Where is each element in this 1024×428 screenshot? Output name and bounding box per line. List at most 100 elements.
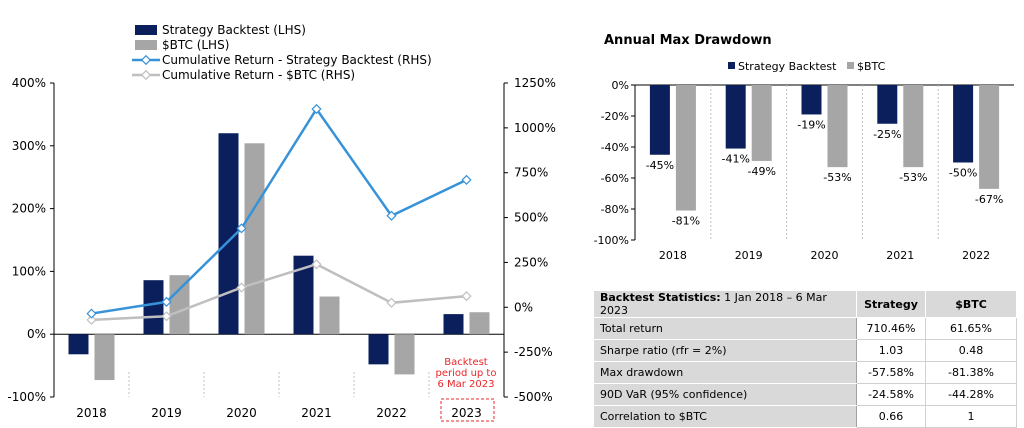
data-label: -49% [747, 165, 775, 178]
table-row: Max drawdown -57.58% -81.38% [593, 361, 1017, 384]
data-label: -81% [672, 215, 700, 228]
legend-marker [140, 54, 152, 66]
strategy-bar [68, 334, 89, 355]
right-tick-label: 1000% [514, 121, 556, 135]
line-marker [161, 311, 172, 322]
left-tick-label: 0% [27, 327, 46, 341]
btc-drawdown-bar [827, 85, 848, 168]
drawdown-chart: Annual Max Drawdown Strategy Backtest $BT… [594, 33, 1014, 262]
legend-swatch [135, 40, 157, 50]
btc-bar [394, 334, 415, 375]
right-tick-label: 750% [514, 166, 548, 180]
legend-marker [140, 69, 152, 81]
line-marker [161, 296, 172, 307]
line-marker [86, 314, 97, 325]
right-tick-label: 250% [514, 255, 548, 269]
annotation-line-2: period up to [436, 368, 497, 379]
x-tick-label: 2018 [76, 406, 107, 420]
left-tick-label: 400% [12, 76, 46, 90]
btc-value: 0.48 [925, 339, 1017, 362]
legend-label: $BTC [857, 60, 886, 73]
data-label: -53% [899, 171, 927, 184]
stats-header-label: Backtest Statistics: 1 Jan 2018 – 6 Mar … [593, 290, 857, 318]
line-marker [461, 291, 472, 302]
legend-label: $BTC (LHS) [162, 38, 229, 52]
data-label: -67% [975, 193, 1003, 206]
strategy-bar [143, 280, 164, 335]
y-tick-label: -40% [601, 141, 629, 154]
btc-drawdown-bar [675, 85, 696, 211]
right-tick-label: 1250% [514, 76, 556, 90]
stats-header-btc: $BTC [925, 290, 1017, 318]
legend-swatch [847, 62, 854, 69]
y-tick-label: -60% [601, 172, 629, 185]
legend-label: Strategy Backtest (LHS) [162, 23, 306, 37]
y-tick-label: -100% [594, 234, 629, 247]
line-marker [386, 297, 397, 308]
left-tick-label: 200% [12, 202, 46, 216]
backtest-statistics-table: Backtest Statistics: 1 Jan 2018 – 6 Mar … [593, 290, 1017, 428]
row-label: Correlation to $BTC [593, 405, 857, 428]
right-tick-label: -500% [514, 390, 553, 404]
btc-bar [244, 143, 265, 335]
strategy-bar [368, 334, 389, 365]
strategy-value: -24.58% [856, 383, 926, 406]
legend-label: Cumulative Return - $BTC (RHS) [162, 68, 355, 82]
strategy-drawdown-bar [801, 85, 822, 115]
btc-drawdown-bar [979, 85, 1000, 189]
btc-cumulative-line [91, 262, 467, 322]
left-tick-label: -100% [7, 390, 46, 404]
strategy-bar [218, 133, 239, 335]
y-tick-label: -80% [601, 203, 629, 216]
btc-value: -44.28% [925, 383, 1017, 406]
line-marker [311, 103, 322, 115]
row-label: Sharpe ratio (rfr = 2%) [593, 339, 857, 362]
btc-bar [94, 334, 115, 381]
strategy-cumulative-line [91, 106, 468, 315]
strategy-value: 0.66 [856, 405, 926, 428]
drawdown-chart-title: Annual Max Drawdown [604, 33, 772, 48]
table-row: Correlation to $BTC 0.66 1 [593, 405, 1017, 428]
x-tick-label: 2021 [301, 406, 332, 420]
btc-bar [469, 312, 490, 335]
line-marker [386, 210, 397, 221]
line-marker [86, 308, 97, 319]
x-tick-label: 2019 [735, 249, 763, 262]
btc-value: -81.38% [925, 361, 1017, 384]
legend-swatch [728, 62, 735, 69]
btc-value: 61.65% [925, 317, 1017, 340]
returns-chart: 400% 300% 200% 100% 0% -100% 1250% 1000% 750% 500… [7, 23, 556, 422]
left-tick-label: 300% [12, 139, 46, 153]
stats-header-title: Backtest Statistics: [600, 291, 721, 304]
annotation-line-1: Backtest [444, 357, 488, 368]
x-tick-label: 2023 [451, 406, 482, 420]
y-tick-label: -20% [601, 110, 629, 123]
legend-swatch [135, 25, 157, 35]
data-label: -50% [949, 167, 977, 180]
strategy-bar [443, 314, 464, 335]
strategy-drawdown-bar [877, 85, 898, 124]
x-tick-label: 2020 [811, 249, 839, 262]
legend-label: Cumulative Return - Strategy Backtest (R… [162, 53, 432, 67]
legend-label: Strategy Backtest [738, 60, 837, 73]
table-row: 90D VaR (95% confidence) -24.58% -44.28% [593, 383, 1017, 406]
data-label: -25% [873, 128, 901, 141]
btc-drawdown-bar [751, 85, 772, 161]
data-label: -41% [721, 153, 749, 166]
x-tick-label: 2022 [962, 249, 990, 262]
strategy-value: 1.03 [856, 339, 926, 362]
data-label: -45% [646, 159, 674, 172]
row-label: Total return [593, 317, 857, 340]
left-tick-label: 100% [12, 264, 46, 278]
strategy-drawdown-bar [725, 85, 746, 149]
strategy-bar [293, 255, 314, 335]
data-label: -19% [797, 118, 825, 131]
line-marker [461, 174, 472, 185]
right-tick-label: 0% [514, 300, 533, 314]
row-label: Max drawdown [593, 361, 857, 384]
x-tick-label: 2018 [659, 249, 687, 262]
x-tick-label: 2021 [886, 249, 914, 262]
line-marker [311, 259, 322, 270]
x-tick-label: 2019 [151, 406, 182, 420]
btc-bar [319, 296, 340, 335]
